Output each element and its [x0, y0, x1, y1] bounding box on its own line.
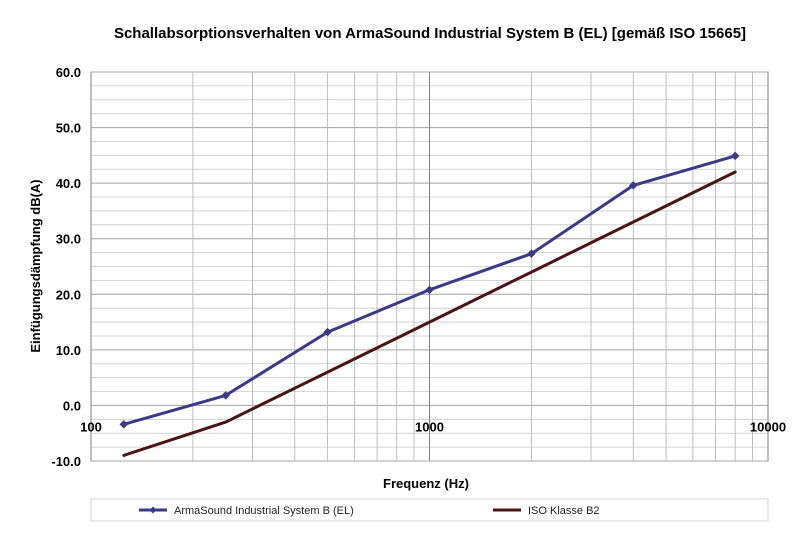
data-point [730, 151, 740, 161]
legend-box [90, 498, 769, 522]
y-tick-label: 30.0 [56, 232, 81, 247]
legend-label: ArmaSound Industrial System B (EL) [174, 505, 354, 517]
y-tick-label: 60.0 [56, 65, 81, 80]
series-line [122, 170, 737, 457]
data-point [527, 249, 536, 259]
y-tick-label: 10.0 [56, 343, 81, 358]
x-tick-label: 10000 [750, 419, 786, 434]
y-tick-label: -10.0 [51, 454, 81, 469]
y-tick-label: 0.0 [63, 398, 81, 413]
plot-area: -10.0 0.0 10.0 20.0 30.0 40.0 50.0 60.0 100 1000 1… [51, 65, 786, 469]
y-tick-label: 50.0 [56, 121, 81, 136]
x-axis-label: Frequenz (Hz) [383, 476, 469, 491]
data-point [119, 419, 129, 429]
legend-label: ISO Klasse B2 [528, 505, 600, 517]
x-tick-label: 100 [80, 419, 102, 434]
data-point [323, 327, 332, 337]
legend-marker [149, 506, 157, 514]
data-point [221, 391, 231, 400]
x-tick-label: 1000 [415, 419, 444, 434]
data-point [425, 285, 434, 295]
data-point [628, 181, 638, 190]
y-tick-label: 40.0 [56, 176, 81, 191]
y-axis-label: Einfügungsdämpfung dB(A) [28, 179, 43, 352]
legend: ArmaSound Industrial System B (EL) ISO Kl… [90, 498, 769, 522]
y-tick-label: 20.0 [56, 287, 81, 302]
chart-title: Schallabsorptionsverhalten von ArmaSound… [114, 25, 746, 42]
